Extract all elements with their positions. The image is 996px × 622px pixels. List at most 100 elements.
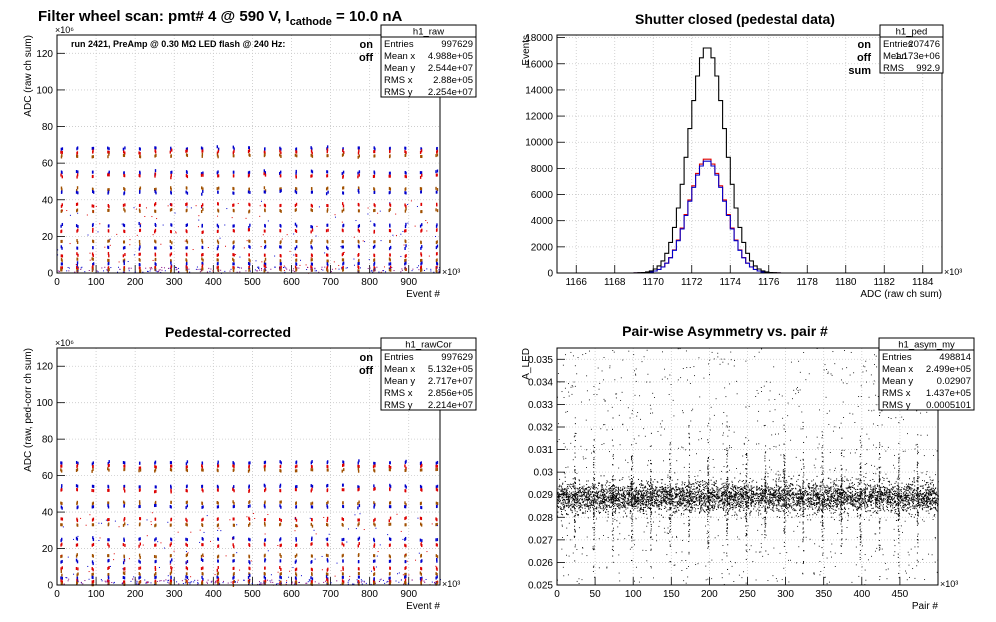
data-point	[850, 503, 852, 505]
data-point	[629, 496, 631, 498]
x-tick-label: 150	[663, 589, 680, 600]
data-point	[587, 490, 589, 492]
data-point	[216, 171, 219, 175]
data-point	[389, 566, 391, 570]
data-point	[310, 230, 312, 234]
data-point	[245, 270, 247, 272]
data-point	[653, 501, 655, 503]
data-point	[830, 506, 832, 508]
data-point	[806, 490, 808, 492]
data-point	[334, 216, 336, 218]
data-point	[900, 505, 902, 507]
data-point	[326, 488, 329, 492]
data-point	[688, 495, 690, 497]
stats-value: 997629	[441, 39, 473, 50]
data-point	[296, 154, 298, 158]
data-point	[142, 544, 144, 546]
data-point	[742, 505, 744, 507]
data-point	[732, 495, 734, 497]
data-point	[185, 468, 188, 472]
data-point	[807, 485, 809, 487]
data-point	[809, 502, 811, 504]
data-point	[788, 475, 790, 477]
data-point	[885, 494, 887, 496]
data-point	[170, 567, 173, 571]
data-point	[123, 484, 126, 488]
data-point	[163, 547, 165, 549]
data-point	[388, 505, 391, 509]
data-point	[217, 501, 219, 505]
data-point	[364, 241, 366, 243]
data-point	[235, 254, 237, 256]
data-point	[279, 580, 282, 584]
data-point	[199, 268, 201, 270]
data-point	[211, 580, 213, 582]
x-tick-label: 100	[88, 277, 105, 288]
data-point	[661, 486, 663, 488]
data-point	[859, 505, 861, 507]
data-point	[262, 583, 264, 585]
data-point	[177, 531, 179, 533]
data-point	[703, 489, 705, 491]
data-point	[720, 507, 722, 509]
data-point	[170, 505, 172, 509]
data-point	[643, 502, 645, 504]
data-point	[810, 503, 812, 505]
data-point	[248, 239, 250, 243]
data-point	[310, 174, 312, 178]
data-point	[850, 500, 852, 502]
data-point	[160, 580, 162, 582]
data-point	[421, 576, 423, 580]
data-point	[201, 488, 203, 492]
data-point	[843, 491, 845, 493]
data-point	[751, 496, 753, 498]
data-point	[736, 495, 738, 497]
data-point	[871, 497, 873, 499]
data-point	[573, 516, 575, 518]
data-point	[123, 567, 125, 571]
data-point	[807, 497, 809, 499]
data-point	[75, 558, 78, 562]
data-point	[280, 147, 282, 151]
data-point	[122, 153, 125, 157]
data-point	[436, 267, 438, 269]
data-point	[899, 496, 901, 498]
data-point	[785, 490, 787, 492]
data-point	[852, 497, 854, 499]
data-point	[564, 496, 566, 498]
data-point	[557, 511, 559, 513]
data-point	[629, 504, 631, 506]
data-point	[876, 506, 878, 508]
data-point	[154, 209, 156, 213]
data-point	[891, 499, 893, 501]
data-point	[810, 489, 812, 491]
data-point	[239, 569, 241, 571]
data-point	[69, 243, 71, 245]
stats-value: 2.856e+05	[428, 388, 473, 399]
data-point	[897, 499, 899, 501]
data-point	[77, 572, 79, 576]
data-point	[248, 244, 250, 248]
data-point	[606, 496, 608, 498]
data-point	[233, 149, 235, 153]
data-point	[219, 237, 221, 239]
data-point	[232, 191, 234, 195]
data-point	[232, 229, 235, 233]
data-point	[374, 270, 376, 272]
data-point	[363, 580, 365, 582]
y-tick-label: 60	[42, 159, 54, 170]
data-point	[210, 581, 212, 583]
data-point	[722, 494, 724, 496]
data-point	[710, 491, 712, 493]
data-point	[776, 516, 778, 518]
data-point	[295, 573, 298, 577]
data-point	[248, 468, 251, 472]
data-point	[883, 492, 885, 494]
data-point	[107, 146, 109, 150]
data-point	[707, 499, 709, 501]
data-point	[170, 191, 172, 195]
data-point	[60, 268, 62, 272]
data-point	[357, 469, 360, 473]
data-point	[824, 490, 826, 492]
